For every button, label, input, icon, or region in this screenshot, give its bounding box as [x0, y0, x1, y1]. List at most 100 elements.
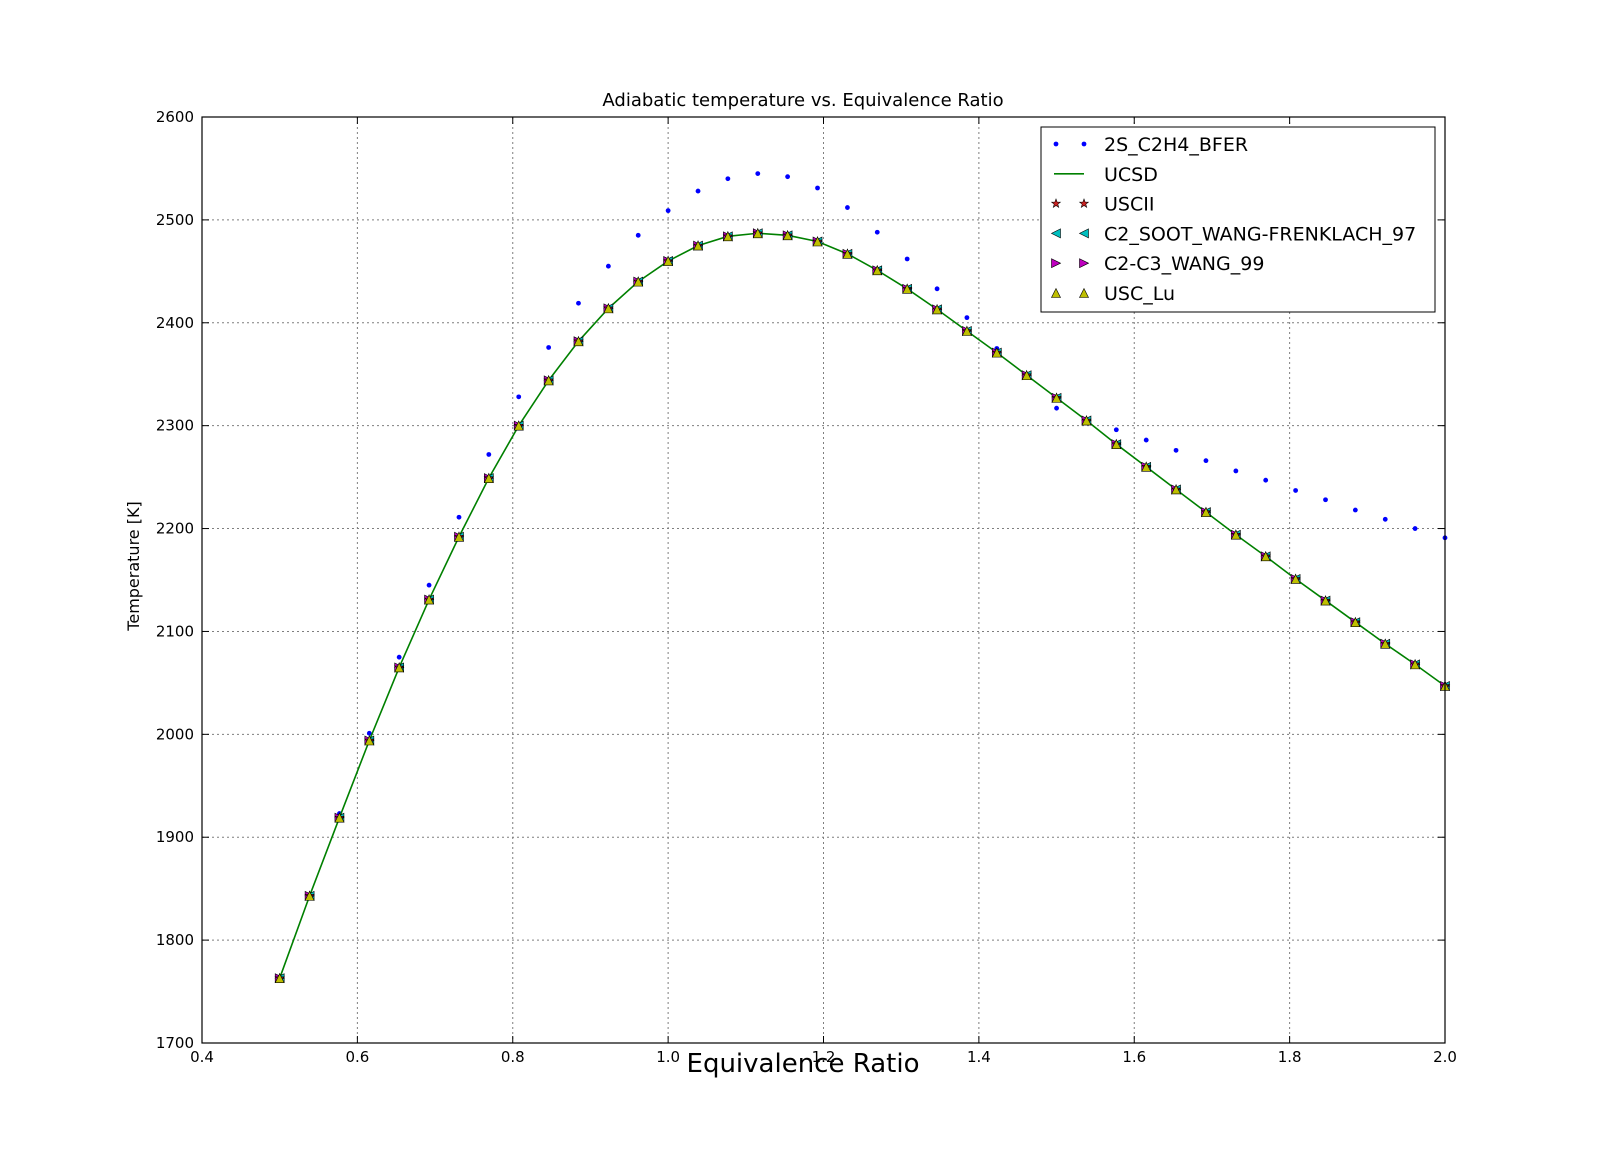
data-point — [752, 228, 763, 239]
data-point — [845, 205, 850, 210]
legend-label: C2-C3_WANG_99 — [1104, 253, 1264, 275]
legend-swatch — [1079, 258, 1090, 269]
data-point — [1143, 437, 1149, 443]
x-tick-label: 2.0 — [1433, 1048, 1457, 1066]
x-tick-label: 1.6 — [1122, 1048, 1146, 1066]
x-tick-label: 0.6 — [345, 1048, 369, 1066]
legend-swatch — [1081, 141, 1087, 147]
data-point — [396, 654, 402, 660]
data-point — [454, 531, 464, 542]
data-point — [1113, 427, 1119, 433]
data-point — [1382, 516, 1388, 522]
series-USC_Lu — [274, 228, 1450, 983]
x-tick-label: 1.0 — [656, 1048, 680, 1066]
legend-label: UCSD — [1104, 164, 1158, 186]
y-tick-label: 2200 — [156, 520, 194, 538]
legend-item: 2S_C2H4_BFER — [1053, 134, 1248, 156]
data-point — [635, 232, 641, 238]
data-point — [1051, 392, 1062, 403]
data-point — [1290, 573, 1301, 584]
data-point — [1230, 529, 1241, 540]
legend-label: C2_SOOT_WANG-FRENKLACH_97 — [1104, 223, 1416, 245]
data-point — [513, 420, 524, 431]
x-tick-label: 0.4 — [190, 1048, 214, 1066]
series-layer — [274, 171, 1451, 984]
legend-swatch — [1078, 198, 1090, 209]
data-point — [842, 248, 853, 259]
data-point — [722, 231, 733, 242]
y-tick-label: 1900 — [156, 828, 194, 846]
legend-label: USC_Lu — [1104, 283, 1175, 305]
legend-item: USCII — [1050, 194, 1154, 216]
legend-box — [1040, 126, 1436, 313]
data-point — [605, 263, 611, 269]
data-point — [961, 325, 972, 336]
data-point — [665, 208, 671, 214]
data-point — [1111, 439, 1122, 449]
legend-swatch — [1053, 141, 1059, 147]
y-tick-label: 2500 — [156, 211, 194, 229]
data-point — [1141, 461, 1152, 472]
y-tick-label: 1800 — [156, 931, 194, 949]
series-line — [278, 232, 1446, 979]
y-axis-label: Temperature [K] — [124, 501, 143, 631]
data-point — [424, 594, 435, 605]
legend-swatch — [1078, 228, 1089, 239]
legend-item: UCSD — [1054, 164, 1158, 186]
y-tick-label: 2600 — [156, 108, 194, 126]
axis-ticks: 0.4 0.6 0.8 1.0 1.2 1.4 1.6 1.8 2.0 1700 1800 1900 2… — [156, 108, 1457, 1066]
data-point — [812, 236, 823, 247]
legend-swatch — [1050, 198, 1062, 209]
data-point — [394, 662, 405, 673]
data-point — [785, 174, 791, 180]
y-tick-label: 2000 — [156, 725, 194, 743]
data-point — [815, 185, 820, 191]
data-point — [874, 229, 880, 235]
data-point — [1320, 595, 1331, 606]
data-point — [1260, 551, 1271, 562]
data-point — [546, 345, 552, 350]
y-tick-label: 2300 — [156, 417, 194, 435]
data-point — [516, 394, 522, 400]
data-point — [304, 890, 315, 901]
data-point — [456, 514, 462, 520]
data-point — [991, 347, 1002, 358]
data-point — [1263, 477, 1269, 483]
legend-swatch — [1050, 228, 1061, 239]
data-point — [1410, 659, 1421, 670]
data-point — [576, 300, 581, 306]
data-point — [1293, 488, 1299, 493]
legend-item: C2-C3_WANG_99 — [1051, 253, 1264, 275]
data-point — [603, 303, 614, 314]
legend-swatch — [1051, 258, 1062, 269]
data-point — [1021, 370, 1032, 381]
data-point — [725, 176, 731, 182]
data-point — [872, 265, 883, 276]
x-tick-label: 1.8 — [1278, 1048, 1302, 1066]
legend-item: C2_SOOT_WANG-FRENKLACH_97 — [1050, 223, 1416, 245]
data-point — [902, 283, 913, 294]
series-UCSD — [278, 232, 1446, 979]
data-point — [1081, 415, 1092, 426]
data-point — [695, 188, 701, 194]
data-point — [1350, 617, 1361, 627]
data-point — [1203, 458, 1209, 464]
data-point — [782, 230, 793, 241]
data-point — [1412, 526, 1418, 531]
x-tick-label: 1.2 — [812, 1048, 836, 1066]
x-tick-label: 0.8 — [501, 1048, 525, 1066]
legend-swatch — [1051, 287, 1061, 298]
x-tick-label: 1.4 — [967, 1048, 991, 1066]
legend-label: 2S_C2H4_BFER — [1104, 134, 1248, 156]
legend-swatch — [1079, 287, 1089, 298]
data-point — [1380, 638, 1391, 649]
y-tick-label: 1700 — [156, 1034, 194, 1052]
data-point — [1200, 506, 1211, 517]
data-point — [1323, 497, 1328, 503]
data-point — [964, 315, 970, 321]
chart-title: Adiabatic temperature vs. Equivalence Ra… — [602, 90, 1003, 111]
x-axis-label: Equivalence Ratio — [687, 1049, 920, 1079]
data-point — [364, 735, 375, 746]
data-point — [1173, 447, 1179, 453]
